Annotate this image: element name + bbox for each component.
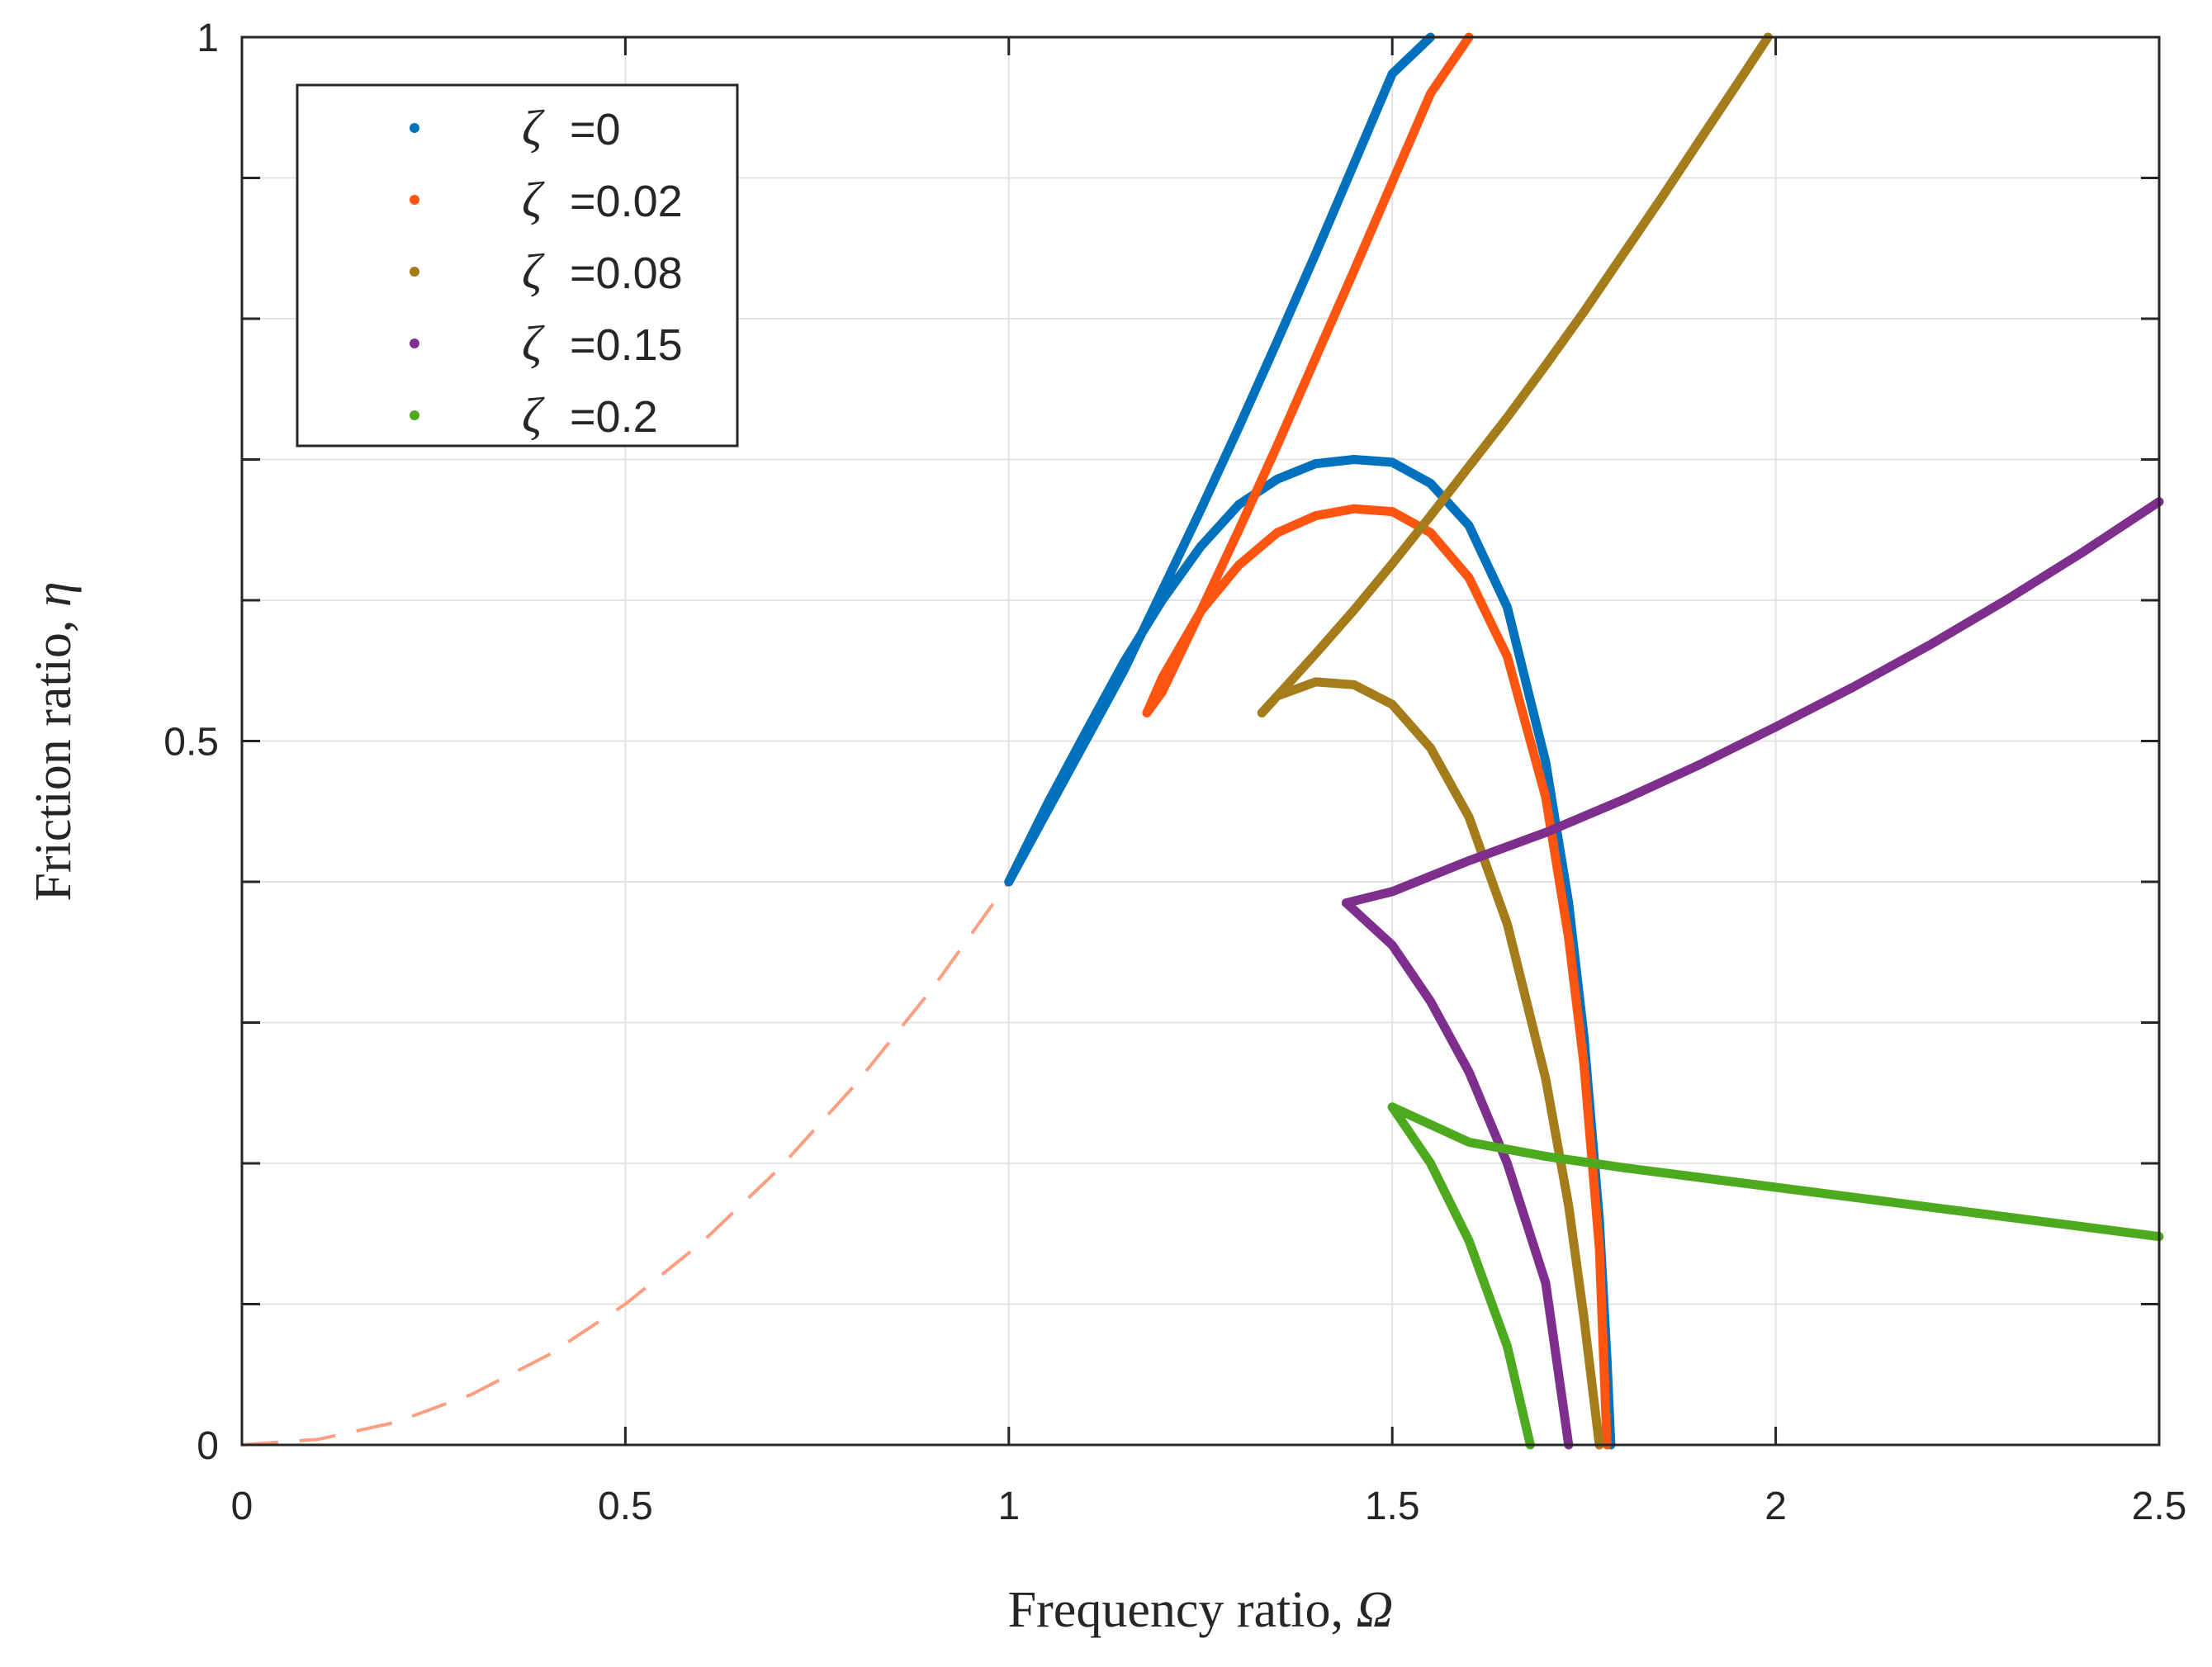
x-axis-title: Frequency ratio, Ω xyxy=(1008,1582,1394,1638)
y-axis-label: Friction ratio, xyxy=(26,607,82,901)
x-axis-label: Frequency ratio, xyxy=(1008,1582,1357,1638)
legend-marker xyxy=(410,339,419,348)
legend-marker xyxy=(410,267,419,277)
legend: ζ =0 ζ =0.02 ζ =0.08 ζ =0.15 ζ =0.2 xyxy=(296,83,739,448)
x-tick-label: 1.5 xyxy=(1365,1485,1420,1528)
y-tick-label: 0 xyxy=(197,1424,219,1468)
series-1-branch-1 xyxy=(1142,504,1612,1450)
legend-label: =0.2 xyxy=(570,392,658,442)
series-4-branch-0 xyxy=(1387,1102,2164,1242)
legend-box xyxy=(296,83,739,448)
legend-marker xyxy=(410,123,419,133)
x-tick-label: 0 xyxy=(231,1485,253,1528)
x-axis-symbol: Ω xyxy=(1356,1582,1393,1638)
series-4-branch-1 xyxy=(1387,1102,1535,1450)
x-tick-label: 2.5 xyxy=(2132,1485,2187,1528)
legend-label: =0.02 xyxy=(570,177,683,226)
series-2-branch-1 xyxy=(1257,677,1604,1450)
legend-symbol: ζ xyxy=(522,388,545,443)
y-tick-label: 1 xyxy=(197,17,219,60)
legend-symbol: ζ xyxy=(522,244,545,299)
y-axis-symbol: η xyxy=(26,581,82,607)
series-3-branch-1 xyxy=(1342,898,1574,1450)
legend-label: =0 xyxy=(570,105,621,154)
legend-symbol: ζ xyxy=(522,101,545,155)
x-tick-label: 0.5 xyxy=(598,1485,653,1528)
x-tick-label: 1 xyxy=(997,1485,1020,1528)
x-tick-label: 2 xyxy=(1764,1485,1787,1528)
legend-label: =0.15 xyxy=(570,320,683,370)
legend-label: =0.08 xyxy=(570,249,683,298)
reference-dashed-curve xyxy=(241,880,1011,1447)
legend-marker xyxy=(410,195,419,205)
legend-symbol: ζ xyxy=(522,173,545,227)
series-3-branch-0 xyxy=(1342,497,2164,908)
tick-labels: 0 0.5 1 1.5 2 2.5 0 0.5 1 xyxy=(163,17,2186,1528)
series-2-branch-0 xyxy=(1257,32,1773,717)
y-axis-title: Friction ratio, η xyxy=(26,581,82,901)
legend-symbol: ζ xyxy=(522,316,545,371)
legend-marker xyxy=(410,410,419,420)
ticks xyxy=(240,36,2161,1447)
y-tick-label: 0.5 xyxy=(163,721,219,765)
curves xyxy=(241,32,2164,1450)
